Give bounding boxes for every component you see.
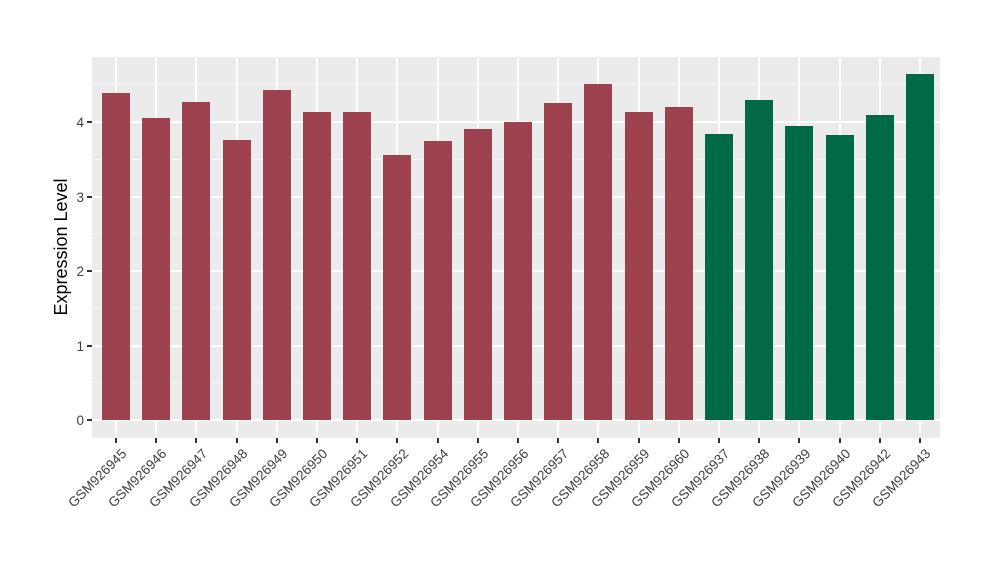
bar: [544, 103, 573, 420]
bar: [463, 129, 492, 420]
y-tick-mark: [87, 121, 92, 123]
bar: [825, 134, 854, 420]
bar: [303, 112, 331, 420]
x-tick-mark: [517, 438, 519, 443]
x-tick-mark: [758, 438, 761, 443]
x-tick-mark: [436, 438, 439, 443]
x-tick-mark: [557, 438, 560, 443]
minor-gridline: [92, 84, 940, 86]
bar: [504, 122, 532, 420]
y-tick-label: 2: [76, 264, 84, 279]
y-tick-label: 0: [76, 413, 84, 428]
y-axis-title: Expression Level: [51, 178, 71, 316]
x-tick-mark: [396, 438, 399, 443]
bar: [142, 118, 171, 420]
bar: [664, 107, 693, 420]
x-tick-mark: [597, 438, 600, 443]
x-tick-mark: [718, 438, 720, 443]
x-tick-mark: [798, 438, 801, 443]
bar: [383, 154, 412, 420]
bar: [785, 126, 814, 420]
bar: [745, 100, 774, 420]
x-tick-mark: [677, 438, 680, 443]
bar: [906, 74, 934, 420]
x-tick-mark: [637, 438, 640, 443]
bar: [624, 112, 653, 420]
y-tick-label: 1: [76, 338, 84, 354]
major-gridline: [92, 419, 940, 421]
bar: [584, 84, 613, 420]
bar: [262, 89, 291, 420]
x-tick-mark: [356, 438, 359, 443]
bar: [102, 92, 130, 420]
x-tick-mark: [476, 438, 479, 443]
plot-panel: [92, 57, 940, 438]
y-tick-mark: [87, 270, 92, 272]
y-tick-label: 3: [76, 189, 84, 205]
y-tick-mark: [87, 419, 92, 421]
bar: [182, 101, 211, 420]
x-tick-mark: [235, 438, 238, 443]
y-tick-label: 4: [76, 115, 84, 130]
x-tick-mark: [275, 438, 278, 443]
bar: [343, 111, 372, 420]
x-tick-mark: [115, 438, 117, 443]
bar: [705, 133, 733, 420]
x-tick-mark: [878, 438, 881, 443]
x-tick-mark: [195, 438, 198, 443]
x-tick-mark: [316, 438, 318, 443]
bar: [222, 139, 251, 420]
x-tick-mark: [919, 438, 921, 443]
bar: [423, 141, 452, 420]
y-tick-mark: [87, 344, 92, 347]
x-tick-mark: [838, 438, 841, 443]
bar: [865, 114, 894, 420]
y-tick-mark: [87, 195, 92, 198]
x-tick-mark: [155, 438, 158, 443]
